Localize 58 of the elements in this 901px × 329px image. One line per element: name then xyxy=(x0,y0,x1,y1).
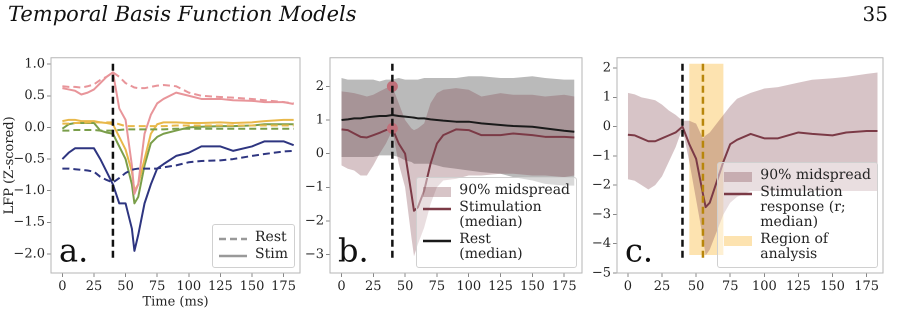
annotation: 90% midspread xyxy=(760,167,871,183)
x-tick-label: 100 xyxy=(456,279,482,294)
legend-label: Stimulation (median) xyxy=(459,199,543,230)
y-tick-label: 2 xyxy=(316,78,324,94)
y-tick-label: 0 xyxy=(316,146,324,162)
legend-label: Stimulation response (r; median) xyxy=(760,184,847,230)
x-tick-label: 125 xyxy=(488,279,513,294)
x-tick-label: 50 xyxy=(688,279,704,294)
y-tick-label: −4 xyxy=(592,236,611,252)
annotation: c. xyxy=(625,231,654,270)
y-tick-label: 0.5 xyxy=(24,88,45,104)
x-tick-label: 175 xyxy=(552,279,577,294)
y-tick-label: 0.0 xyxy=(24,120,45,135)
annotation: Stim xyxy=(255,246,288,262)
x-tick-label: 125 xyxy=(208,279,233,294)
x-axis-title: Time (ms) xyxy=(142,294,209,310)
x-tick-label: 100 xyxy=(176,279,202,294)
annotation: 90% midspread xyxy=(459,182,570,198)
x-tick-label: 0 xyxy=(58,279,67,294)
y-tick-label: −1 xyxy=(592,148,611,164)
x-tick-label: 175 xyxy=(271,279,296,294)
chart-title: Temporal Basis Function Models xyxy=(8,2,357,26)
x-tick-label: 50 xyxy=(396,279,414,294)
y-tick-label: −1.5 xyxy=(13,214,45,230)
y-tick-label: −3 xyxy=(304,246,324,262)
legend-label: Rest (median) xyxy=(459,231,524,262)
y-tick-label: 2 xyxy=(602,60,611,76)
y-tick-label: 1 xyxy=(316,112,324,128)
line-style-key: Rest Stim xyxy=(212,224,295,268)
x-tick-label: 125 xyxy=(786,279,811,294)
y-tick-label: 0 xyxy=(602,118,611,134)
annotation: b. xyxy=(338,231,369,270)
x-tick-label: 75 xyxy=(428,279,446,294)
y-tick-label: −2 xyxy=(592,178,611,193)
x-tick-label: 175 xyxy=(854,279,880,294)
x-tick-label: 150 xyxy=(240,279,264,294)
x-tick-label: 25 xyxy=(365,279,382,294)
y-tick-label: −5 xyxy=(592,265,611,280)
x-tick-label: 75 xyxy=(148,279,166,294)
y-tick-label: −2.0 xyxy=(13,246,45,262)
x-tick-label: 150 xyxy=(520,279,545,294)
y-tick-label: 1 xyxy=(602,90,611,105)
x-tick-label: 75 xyxy=(722,279,738,294)
text: 35 xyxy=(862,2,888,26)
y-tick-label: −1 xyxy=(304,180,324,195)
x-tick-label: 0 xyxy=(337,279,346,294)
band-label: Region of analysis xyxy=(760,231,830,262)
y-tick-label: 1.0 xyxy=(24,56,45,72)
y-tick-label: −2 xyxy=(304,213,324,228)
x-tick-label: 50 xyxy=(117,279,134,294)
x-tick-label: 150 xyxy=(820,279,845,294)
y-tick-label: −3 xyxy=(592,206,611,222)
x-tick-label: 25 xyxy=(654,279,670,294)
x-tick-label: 0 xyxy=(624,279,632,294)
annotation: a. xyxy=(59,231,88,270)
x-tick-label: 25 xyxy=(86,279,102,294)
annotation: Rest xyxy=(255,229,287,245)
x-tick-label: 100 xyxy=(752,279,777,294)
